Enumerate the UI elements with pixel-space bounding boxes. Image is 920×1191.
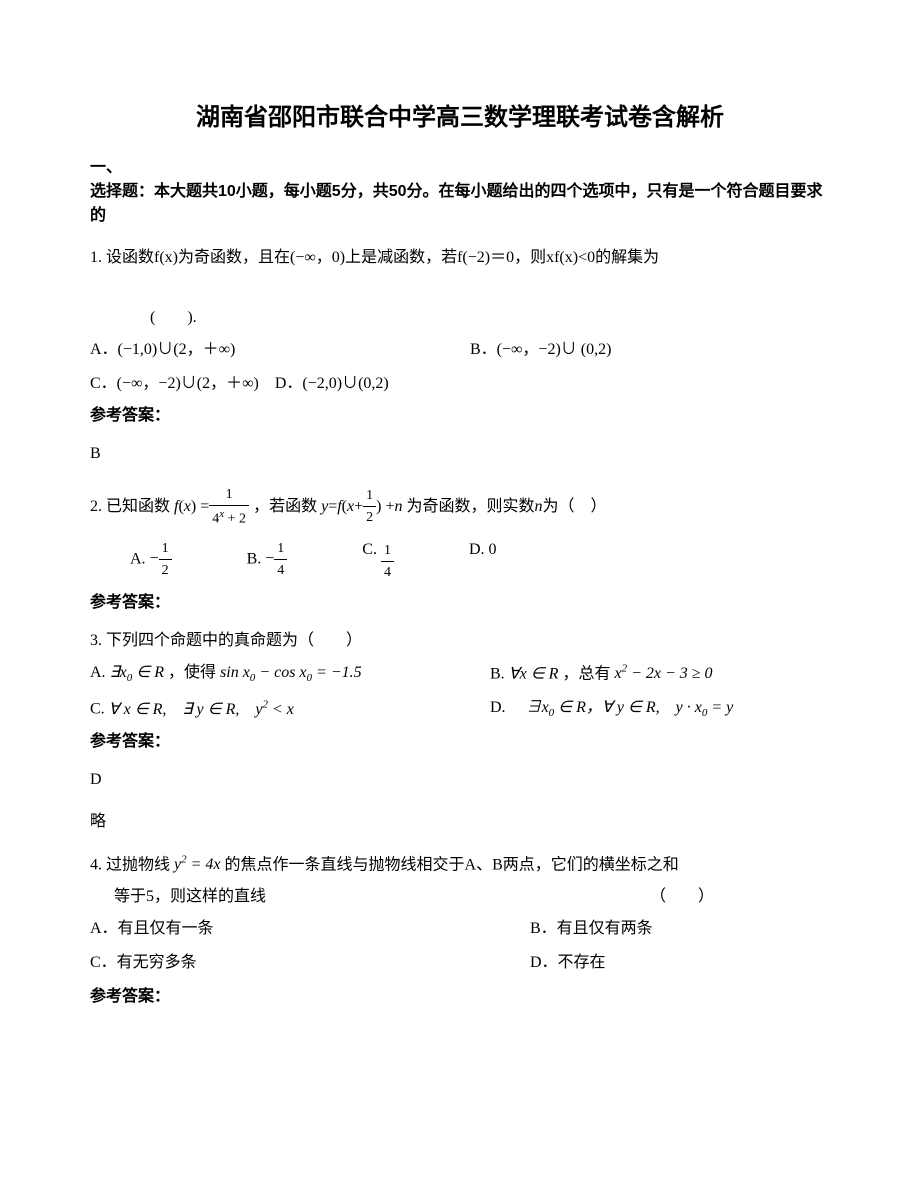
- section-header: 一、 选择题：本大题共10小题，每小题5分，共50分。在每小题给出的四个选项中，…: [90, 156, 830, 228]
- q3-answer-label: 参考答案：: [90, 730, 830, 754]
- q2-formula-2: y = f(x + 12) + n: [321, 485, 402, 528]
- q3-option-a: A. ∃x0 ∈ R ，使得 sin x0 − cos x0 = −1.5: [90, 661, 490, 687]
- q2-answer-label: 参考答案：: [90, 591, 830, 615]
- section-header-desc: 选择题：本大题共10小题，每小题5分，共50分。在每小题给出的四个选项中，只有是…: [90, 183, 823, 224]
- q3-option-b: B. ∀x ∈ R ，总有 x2 − 2x − 3 ≥ 0: [490, 661, 713, 687]
- q2-formula-1: f(x) = 14x + 2: [174, 484, 249, 530]
- question-2: 2. 已知函数 f(x) = 14x + 2 ，若函数 y = f(x + 12…: [90, 484, 830, 615]
- q3-text: 3. 下列四个命题中的真命题为（ ）: [90, 629, 830, 653]
- q2-mid1: ，若函数: [253, 495, 317, 519]
- q1-paren: ( ).: [150, 306, 830, 330]
- q2-var-n: n: [535, 495, 543, 519]
- q4-option-b: B．有且仅有两条: [530, 917, 653, 941]
- q2-option-d: D. 0: [469, 538, 497, 583]
- q4-line2: 等于5，则这样的直线 （ ）: [114, 885, 830, 909]
- q1-option-d: D．(−2,0)∪(0,2): [275, 375, 389, 392]
- q2-prefix: 2. 已知函数: [90, 495, 170, 519]
- q2-option-c: C. 14: [362, 538, 394, 583]
- q2-option-a: A. −12: [130, 538, 172, 583]
- section-header-text: 一、: [90, 159, 122, 176]
- q2-suffix: 为（ ）: [543, 495, 607, 519]
- q4-option-c: C．有无穷多条: [90, 951, 530, 975]
- q3-answer: D: [90, 768, 830, 792]
- q1-option-a: A．(−1,0)∪(2，＋∞): [90, 338, 470, 362]
- q3-option-c: C. ∀ x ∈ R, ∃ y ∈ R, y2 < x: [90, 696, 490, 722]
- q1-option-b: B．(−∞，−2)∪ (0,2): [470, 338, 611, 362]
- q4-option-d: D．不存在: [530, 951, 606, 975]
- q1-option-c: C．(−∞，−2)∪(2，＋∞): [90, 375, 259, 392]
- question-1: 1. 设函数f(x)为奇函数，且在(−∞，0)上是减函数，若f(−2)＝0，则x…: [90, 246, 830, 466]
- q1-text: 1. 设函数f(x)为奇函数，且在(−∞，0)上是减函数，若f(−2)＝0，则x…: [90, 246, 830, 270]
- q2-mid2: 为奇函数，则实数: [407, 495, 535, 519]
- q1-answer: B: [90, 442, 830, 466]
- q4-option-a: A．有且仅有一条: [90, 917, 530, 941]
- question-3: 3. 下列四个命题中的真命题为（ ） A. ∃x0 ∈ R ，使得 sin x0…: [90, 629, 830, 834]
- q3-option-d: D. ∃x0 ∈ R，∀ y ∈ R, y · x0 = y: [490, 696, 733, 722]
- question-4: 4. 过抛物线 y2 = 4x 的焦点作一条直线与抛物线相交于A、B两点，它们的…: [90, 852, 830, 1009]
- q2-options: A. −12 B. −14 C. 14 D. 0: [130, 538, 830, 583]
- q1-answer-label: 参考答案：: [90, 404, 830, 428]
- q3-note: 略: [90, 810, 830, 834]
- document-title: 湖南省邵阳市联合中学高三数学理联考试卷含解析: [90, 100, 830, 136]
- q2-option-b: B. −14: [247, 538, 288, 583]
- q4-line1: 4. 过抛物线 y2 = 4x 的焦点作一条直线与抛物线相交于A、B两点，它们的…: [90, 852, 830, 877]
- q4-answer-label: 参考答案：: [90, 985, 830, 1009]
